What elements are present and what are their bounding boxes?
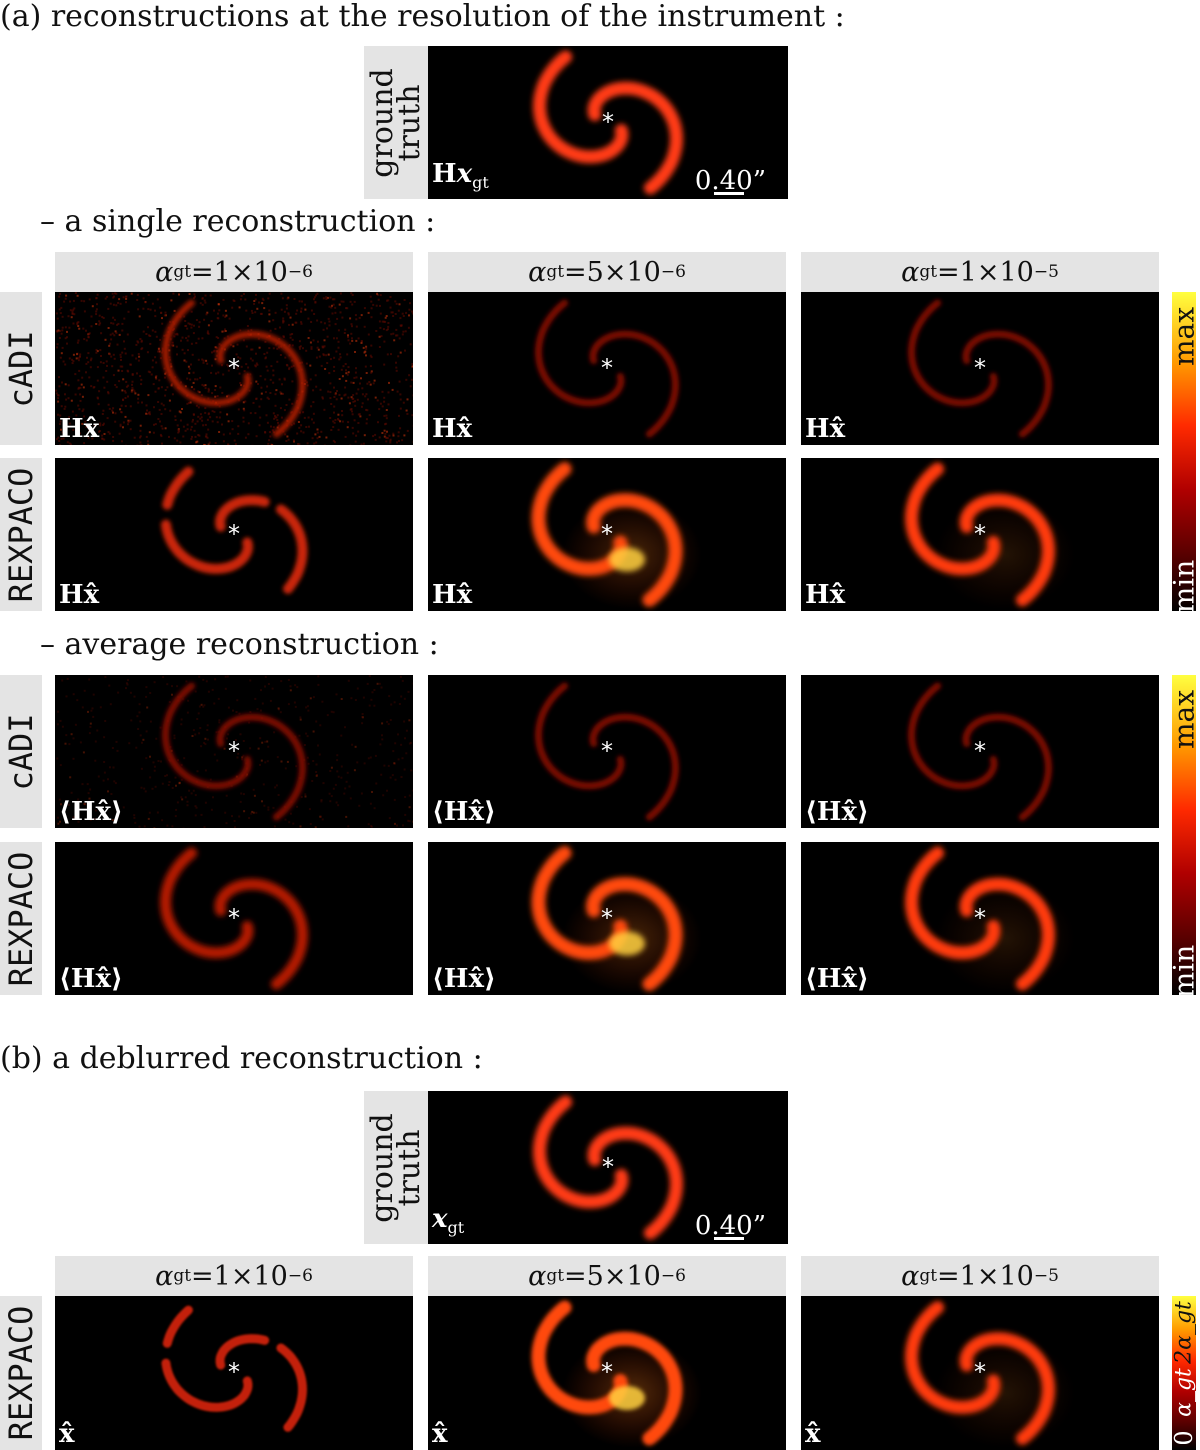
spiral-arm [540,57,622,157]
col-header-b-2: α gt =5×10 −6 [428,1256,786,1296]
spiral-arm [593,717,675,817]
hot-spot [609,932,645,956]
row-label-rexpaco-deblur: REXPACO [0,1296,42,1450]
spiral-arm [912,303,994,403]
row-label-rexpaco-average: REXPACO [0,842,42,995]
average-heading: – average reconstruction : [40,628,439,662]
scale-bar: 0.40” [695,1212,766,1240]
panel-cadi-average-1: * ⟨Hx̂⟩ [55,675,413,828]
row-label-cadi-average: cADI [0,675,42,828]
panel-label: xgt [432,1205,464,1242]
spiral-arm [166,303,248,403]
panel-rexpaco-average-2: * ⟨Hx̂⟩ [428,842,786,995]
spiral-arm [220,500,302,600]
panel-rexpaco-deblur-3: * x̂ [801,1296,1159,1450]
ground-truth-label-a: ground truth [364,46,428,199]
spiral-arm [539,686,621,786]
section-a-heading: (a) reconstructions at the resolution of… [0,0,845,34]
spiral-arm [593,334,675,434]
col-header-2: α gt =5×10 −6 [428,252,786,292]
spiral-arm [966,334,1048,434]
panel-rexpaco-single-3: * Hx̂ [801,458,1159,611]
panel-cadi-average-3: * ⟨Hx̂⟩ [801,675,1159,828]
panel-label: Hxgt [432,160,489,197]
hot-spot [609,1386,645,1410]
row-label-rexpaco-single: REXPACO [0,458,42,611]
panel-rexpaco-average-3: * ⟨Hx̂⟩ [801,842,1159,995]
row-label-cadi-single: cADI [0,292,42,445]
spiral-arm [166,469,248,569]
spiral-arm [594,88,676,188]
panel-rexpaco-deblur-2: * x̂ [428,1296,786,1450]
spiral-arm [594,1133,676,1233]
panel-cadi-average-2: * ⟨Hx̂⟩ [428,675,786,828]
panel-cadi-single-3: * Hx̂ [801,292,1159,445]
panel-rexpaco-single-2: * Hx̂ [428,458,786,611]
ground-truth-label-b: ground truth [364,1091,428,1244]
panel-cadi-single-2: * Hx̂ [428,292,786,445]
panel-cadi-single-1: * Hx̂ [55,292,413,445]
panel-rexpaco-single-1: * Hx̂ [55,458,413,611]
col-header-1: α gt =1×10 −6 [55,252,413,292]
col-header-3: α gt =1×10 −5 [801,252,1159,292]
spiral-arm [966,717,1048,817]
spiral-arm [540,1102,622,1202]
spiral-arm [912,686,994,786]
spiral-arm [539,303,621,403]
hot-spot [609,548,645,572]
spiral-arm [220,1339,302,1439]
panel-rexpaco-average-1: * ⟨Hx̂⟩ [55,842,413,995]
spiral-arm [166,853,248,953]
panel-rexpaco-deblur-1: * x̂ [55,1296,413,1450]
col-header-b-1: α gt =1×10 −6 [55,1256,413,1296]
spiral-arm [220,334,302,434]
ground-truth-panel-a: * Hxgt 0.40” [428,46,788,199]
section-b-heading: (b) a deblurred reconstruction : [0,1042,483,1076]
ground-truth-panel-b: * xgt 0.40” [428,1091,788,1244]
spiral-arm [220,884,302,984]
single-heading: – a single reconstruction : [40,205,435,239]
col-header-b-3: α gt =1×10 −5 [801,1256,1159,1296]
scale-bar: 0.40” [695,167,766,195]
